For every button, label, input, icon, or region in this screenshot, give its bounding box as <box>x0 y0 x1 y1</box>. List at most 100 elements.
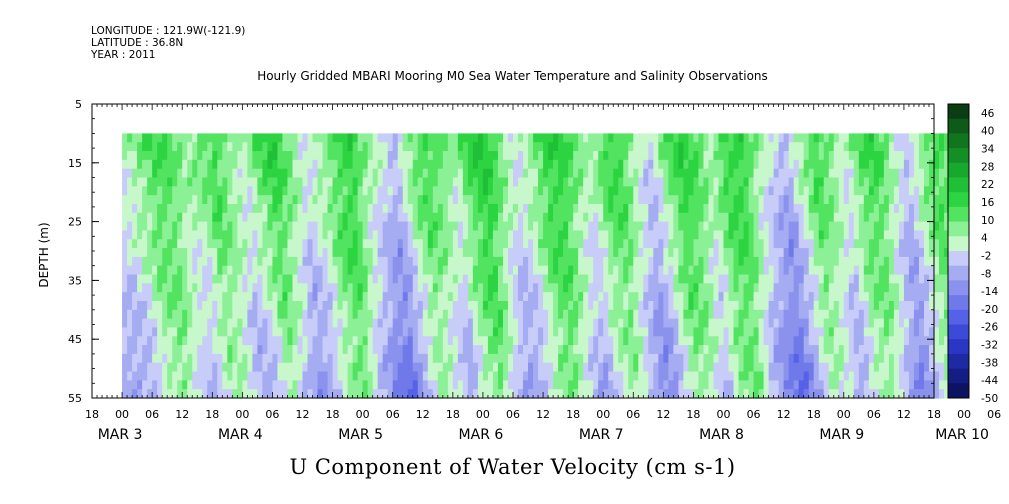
heatmap-cell <box>728 283 735 293</box>
heatmap-cell <box>518 362 524 373</box>
heatmap-cell <box>533 327 539 337</box>
heatmap-cell <box>352 221 359 232</box>
heatmap-cell <box>758 300 765 311</box>
heatmap-cell <box>462 151 469 161</box>
heatmap-cell <box>437 309 444 320</box>
heatmap-cell <box>322 221 329 232</box>
heatmap-cell <box>643 195 649 205</box>
heatmap-cell <box>568 371 574 381</box>
heatmap-cell <box>868 195 875 205</box>
heatmap-cell <box>142 221 148 232</box>
heatmap-cell <box>578 274 584 284</box>
heatmap-cell <box>137 380 143 390</box>
heatmap-cell <box>167 151 173 161</box>
heatmap-cell <box>422 309 429 320</box>
heatmap-cell <box>427 221 434 232</box>
heatmap-cell <box>568 133 574 143</box>
heatmap-cell <box>698 203 705 214</box>
heatmap-cell <box>282 265 289 276</box>
heatmap-cell <box>282 353 289 364</box>
heatmap-cell <box>232 168 238 179</box>
heatmap-cell <box>487 186 494 196</box>
heatmap-cell <box>302 265 309 276</box>
heatmap-cell <box>528 371 534 381</box>
heatmap-cell <box>518 186 524 196</box>
heatmap-cell <box>678 300 684 311</box>
heatmap-cell <box>913 371 920 381</box>
heatmap-cell <box>367 292 374 302</box>
heatmap-cell <box>818 292 825 302</box>
heatmap-cell <box>908 159 915 170</box>
heatmap-cell <box>152 336 158 346</box>
heatmap-cell <box>738 256 745 267</box>
heatmap-cell <box>698 159 705 170</box>
heatmap-cell <box>497 256 504 267</box>
heatmap-cell <box>487 318 494 329</box>
heatmap-cell <box>462 380 469 390</box>
heatmap-cell <box>538 327 544 337</box>
heatmap-cell <box>482 265 489 276</box>
heatmap-cell <box>708 256 715 267</box>
heatmap-cell <box>412 300 419 311</box>
heatmap-cell <box>693 230 700 240</box>
heatmap-cell <box>197 371 203 381</box>
heatmap-cell <box>462 371 469 381</box>
heatmap-cell <box>292 353 299 364</box>
heatmap-cell <box>733 318 740 329</box>
heatmap-cell <box>452 230 459 240</box>
heatmap-cell <box>638 300 644 311</box>
heatmap-cell <box>312 389 319 399</box>
heatmap-cell <box>122 186 128 196</box>
heatmap-cell <box>242 151 248 161</box>
heatmap-cell <box>237 203 243 214</box>
heatmap-cell <box>122 380 128 390</box>
heatmap-cell <box>387 159 394 170</box>
heatmap-cell <box>227 327 233 337</box>
heatmap-cell <box>277 133 284 143</box>
heatmap-cell <box>818 371 825 381</box>
heatmap-cell <box>427 168 434 179</box>
heatmap-cell <box>162 318 168 329</box>
heatmap-cell <box>803 292 810 302</box>
heatmap-cell <box>728 186 735 196</box>
heatmap-cell <box>197 256 203 267</box>
heatmap-cell <box>407 248 414 258</box>
heatmap-cell <box>838 248 845 258</box>
heatmap-cell <box>322 230 329 240</box>
heatmap-cell <box>302 168 309 179</box>
heatmap-cell <box>207 318 213 329</box>
heatmap-cell <box>442 274 449 284</box>
heatmap-cell <box>753 133 760 143</box>
heatmap-cell <box>197 300 203 311</box>
heatmap-cell <box>538 168 544 179</box>
heatmap-cell <box>417 336 424 346</box>
heatmap-cell <box>497 318 504 329</box>
heatmap-cell <box>167 389 173 399</box>
heatmap-cell <box>127 239 133 249</box>
heatmap-cell <box>648 274 654 284</box>
heatmap-cell <box>658 168 664 179</box>
heatmap-cell <box>863 230 870 240</box>
heatmap-cell <box>122 318 128 329</box>
heatmap-cell <box>437 389 444 399</box>
heatmap-cell <box>718 133 725 143</box>
heatmap-cell <box>292 274 299 284</box>
heatmap-cell <box>698 353 705 364</box>
heatmap-cell <box>723 151 730 161</box>
heatmap-cell <box>452 151 459 161</box>
heatmap-cell <box>878 159 885 170</box>
heatmap-cell <box>533 186 539 196</box>
heatmap-cell <box>723 318 730 329</box>
heatmap-cell <box>487 221 494 232</box>
heatmap-cell <box>122 133 128 143</box>
heatmap-cell <box>873 292 880 302</box>
heatmap-cell <box>397 177 404 187</box>
heatmap-cell <box>217 345 223 355</box>
heatmap-cell <box>292 133 299 143</box>
heatmap-cell <box>272 265 279 276</box>
heatmap-cell <box>362 327 369 337</box>
heatmap-cell <box>277 159 284 170</box>
heatmap-cell <box>342 159 349 170</box>
heatmap-cell <box>563 362 569 373</box>
heatmap-cell <box>392 177 399 187</box>
